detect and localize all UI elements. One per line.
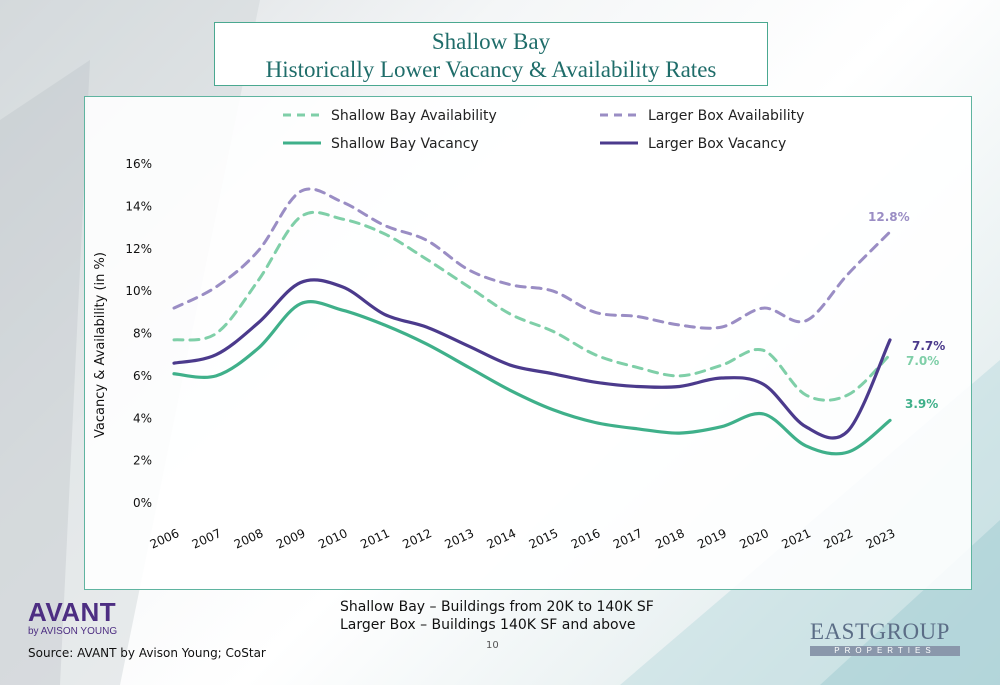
end-label-larger-box-availability: 12.8% — [868, 210, 910, 224]
y-tick-label: 16% — [125, 157, 152, 171]
y-tick-label: 8% — [133, 327, 152, 341]
title-box: Shallow Bay Historically Lower Vacancy &… — [214, 22, 768, 86]
x-tick-label: 2008 — [232, 526, 266, 552]
series-line-larger-box-vacancy — [172, 278, 892, 440]
definitions-note: Shallow Bay – Buildings from 20K to 140K… — [340, 598, 654, 634]
eastgroup-logo-subtext: PROPERTIES — [810, 646, 960, 656]
x-tick-label: 2021 — [779, 526, 813, 552]
avant-logo: AVANT by AVISON YOUNG — [28, 598, 124, 640]
x-tick-label: 2015 — [527, 526, 561, 552]
legend-label-shallow-bay-availability: Shallow Bay Availability — [331, 108, 497, 124]
x-tick-label: 2009 — [274, 526, 308, 552]
definition-shallow-bay: Shallow Bay – Buildings from 20K to 140K… — [340, 599, 654, 615]
x-tick-label: 2023 — [864, 526, 898, 552]
avant-logo-text: AVANT — [28, 597, 117, 627]
end-label-shallow-bay-availability: 7.0% — [906, 354, 939, 368]
y-tick-label: 0% — [133, 496, 152, 510]
x-tick-label: 2014 — [485, 526, 519, 552]
series-line-larger-box-availability — [172, 187, 892, 330]
chart-title-line2: Historically Lower Vacancy & Availabilit… — [265, 57, 717, 82]
x-tick-label: 2010 — [316, 526, 350, 552]
y-tick-label: 14% — [125, 199, 152, 213]
y-axis-label: Vacancy & Availability (in %) — [93, 252, 108, 438]
chart-title-line1: Shallow Bay — [431, 29, 551, 54]
x-tick-label: 2020 — [737, 526, 771, 552]
eastgroup-logo-text: EASTGROUP — [810, 619, 950, 644]
series-line-shallow-bay-availability — [172, 210, 892, 402]
y-tick-label: 12% — [125, 242, 152, 256]
x-tick-label: 2007 — [190, 526, 224, 552]
legend-label-larger-box-availability: Larger Box Availability — [648, 108, 804, 124]
definition-larger-box: Larger Box – Buildings 140K SF and above — [340, 617, 636, 633]
x-tick-label: 2013 — [442, 526, 476, 552]
end-label-larger-box-vacancy: 7.7% — [912, 339, 945, 353]
legend-label-shallow-bay-vacancy: Shallow Bay Vacancy — [331, 136, 479, 152]
y-tick-label: 4% — [133, 411, 152, 425]
series-line-shallow-bay-vacancy — [172, 300, 892, 456]
avant-logo-subtext: by AVISON YOUNG — [28, 626, 118, 637]
page-number: 10 — [486, 640, 499, 651]
y-tick-label: 6% — [133, 369, 152, 383]
eastgroup-logo: EASTGROUP PROPERTIES — [810, 620, 960, 656]
x-tick-label: 2011 — [358, 526, 392, 552]
x-tick-label: 2012 — [400, 526, 434, 552]
y-tick-label: 2% — [133, 454, 152, 468]
x-tick-label: 2006 — [148, 526, 182, 552]
x-tick-label: 2017 — [611, 526, 645, 552]
x-tick-label: 2018 — [653, 526, 687, 552]
x-tick-label: 2019 — [695, 526, 729, 552]
end-label-shallow-bay-vacancy: 3.9% — [905, 397, 938, 411]
legend-label-larger-box-vacancy: Larger Box Vacancy — [648, 136, 786, 152]
x-tick-label: 2016 — [569, 526, 603, 552]
source-note: Source: AVANT by Avison Young; CoStar — [28, 646, 266, 660]
y-tick-label: 10% — [125, 284, 152, 298]
x-tick-label: 2022 — [822, 526, 856, 552]
